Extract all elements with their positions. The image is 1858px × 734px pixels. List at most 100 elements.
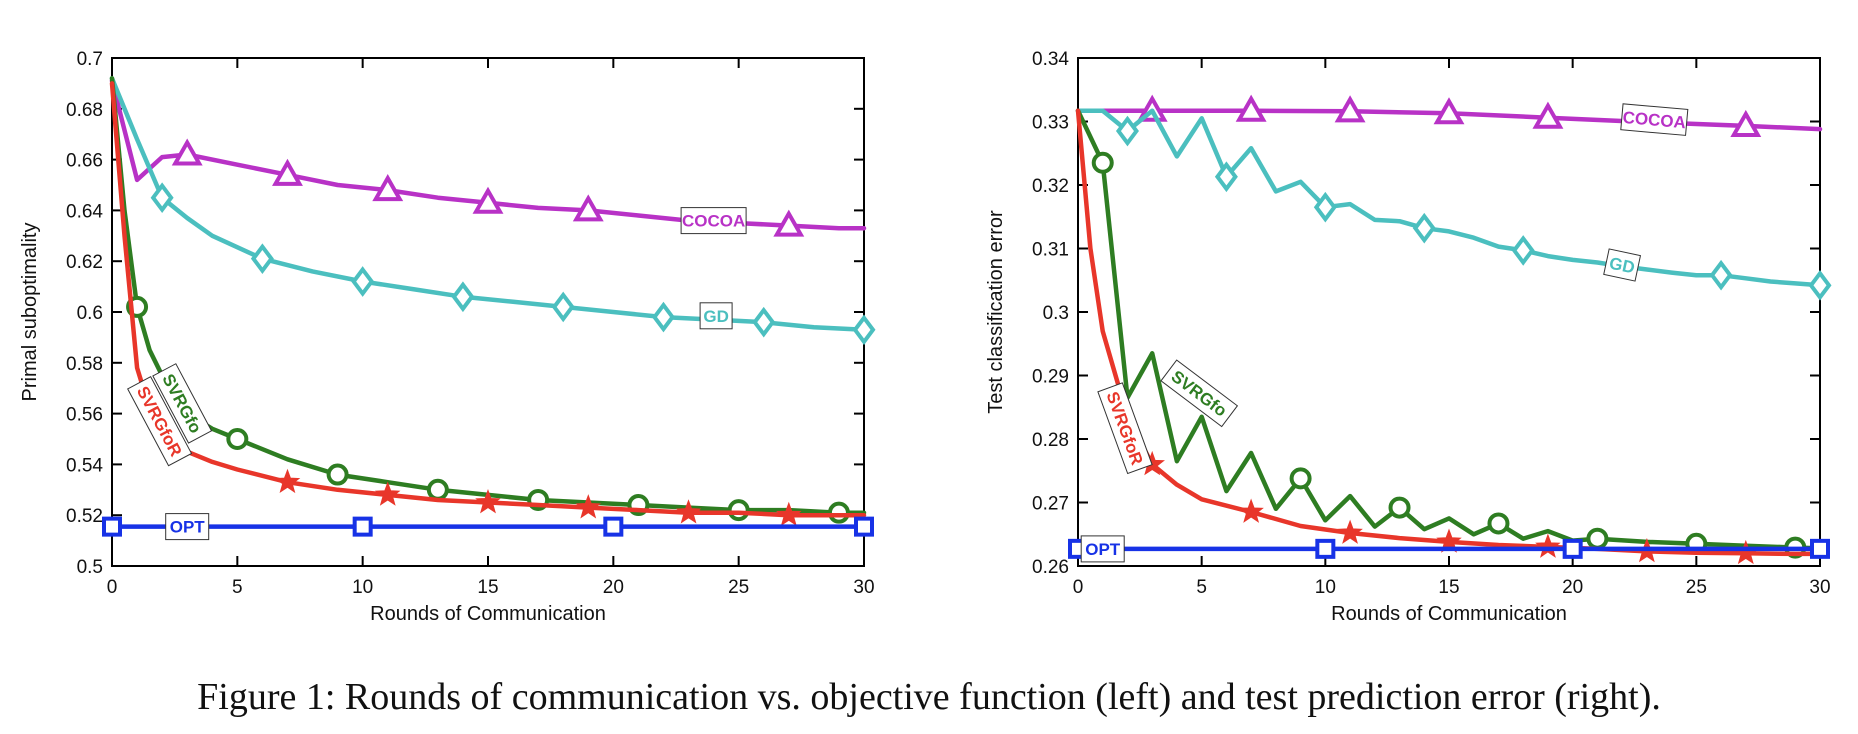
y-tick-label: 0.32	[1032, 176, 1069, 197]
x-tick-label: 5	[1196, 577, 1207, 598]
y-tick-label: 0.62	[66, 252, 103, 273]
cocoa-marker-triangle	[1433, 97, 1465, 125]
y-tick-label: 0.6	[77, 303, 103, 324]
label-text: OPT	[1085, 540, 1121, 559]
gd-marker-diamond	[1214, 161, 1238, 193]
x-tick-label: 15	[1438, 577, 1459, 598]
cocoa-marker-triangle	[773, 209, 805, 237]
label-gd: GD	[699, 302, 733, 330]
label-box	[1160, 359, 1239, 428]
y-tick-label: 0.58	[66, 354, 103, 375]
y-tick-label: 0.56	[66, 405, 103, 426]
series-svrgfor	[1075, 108, 1823, 565]
gd-marker-diamond	[150, 182, 174, 214]
label-cocoa: COCOA	[1620, 103, 1689, 136]
x-tick-label: 15	[477, 577, 498, 598]
x-tick-label: 30	[1809, 577, 1830, 598]
x-axis-title: Rounds of Communication	[370, 603, 606, 625]
label-box	[1603, 248, 1642, 282]
x-tick-label: 25	[728, 577, 749, 598]
opt-marker-square	[854, 516, 874, 537]
gd-marker-diamond	[752, 306, 776, 338]
gd-marker-diamond	[1115, 115, 1139, 147]
gd-marker-diamond	[1511, 235, 1535, 266]
svrgfo-marker-circle	[827, 501, 850, 524]
cocoa-marker-triangle	[1235, 94, 1267, 122]
y-tick-label: 0.5	[77, 557, 103, 578]
svrgfo-marker-circle	[1388, 496, 1411, 519]
y-axis-title: Primal suboptimality	[19, 223, 41, 402]
label-svrgfor: SVRGfoR	[1097, 382, 1153, 475]
gd-marker-diamond	[1808, 269, 1832, 301]
x-tick-label: 10	[1315, 577, 1336, 598]
label-text: SVRGfoR	[1103, 389, 1147, 467]
x-tick-label: 0	[107, 577, 118, 598]
series-gd	[1075, 108, 1832, 301]
x-tick-label: 30	[853, 577, 874, 598]
y-tick-label: 0.34	[1032, 49, 1069, 70]
y-tick-label: 0.31	[1032, 240, 1069, 261]
cocoa-marker-triangle	[272, 158, 303, 186]
label-box	[152, 363, 213, 444]
opt-marker-square	[102, 516, 122, 537]
opt-marker-square	[352, 516, 373, 537]
left-chart-panel: 0 5 10 15 20 25 30 0.5 0.52 0.54 0.56 0.58 0.6 0.62 0.…	[19, 49, 876, 625]
opt-marker-square	[1562, 538, 1583, 559]
svrgfor-marker-star	[575, 494, 602, 519]
gd-marker-diamond	[551, 291, 575, 323]
series-svrgfo	[1075, 108, 1823, 559]
y-tick-label: 0.33	[1032, 113, 1069, 134]
y-tick-label: 0.28	[1032, 430, 1069, 451]
gd-marker-diamond	[1313, 191, 1337, 223]
svrgfor-marker-star	[274, 468, 301, 494]
label-box	[699, 302, 733, 330]
svrgfor-marker-star	[1337, 519, 1363, 544]
svrgfo-marker-circle	[1586, 527, 1609, 550]
cocoa-marker-triangle	[472, 186, 504, 214]
label-box	[1097, 382, 1153, 475]
label-svrgfo: SVRGfo	[1160, 359, 1239, 428]
gd-marker-diamond	[852, 314, 876, 346]
y-tick-label: 0.54	[66, 455, 103, 476]
gd-line	[1075, 108, 1823, 288]
cocoa-marker-triangle	[1334, 95, 1366, 123]
gd-marker-diamond	[351, 266, 375, 297]
svrgfo-marker-circle	[727, 499, 750, 522]
label-box	[680, 207, 747, 235]
gd-marker-diamond	[451, 281, 475, 313]
y-tick-label: 0.27	[1032, 494, 1069, 515]
label-text: GD	[1608, 254, 1637, 278]
label-text: OPT	[170, 518, 206, 537]
y-tick-label: 0.7	[77, 49, 103, 70]
svrgfor-marker-star	[1535, 533, 1561, 558]
y-tick-label: 0.3	[1043, 303, 1069, 324]
x-axis-title: Rounds of Communication	[1331, 603, 1567, 625]
cocoa-marker-triangle	[1532, 101, 1564, 129]
svrgfo-line	[1075, 108, 1823, 551]
label-box	[1620, 103, 1689, 136]
x-tick-label: 25	[1686, 577, 1707, 598]
svrgfo-marker-circle	[1091, 151, 1114, 174]
x-tick-label: 20	[1562, 577, 1583, 598]
svrgfo-marker-circle	[326, 463, 349, 486]
y-tick-label: 0.68	[66, 100, 103, 121]
y-tick-label: 0.66	[66, 151, 103, 172]
cocoa-marker-triangle	[572, 194, 604, 222]
cocoa-marker-triangle	[1730, 109, 1762, 137]
svrgfo-marker-circle	[426, 478, 449, 501]
opt-marker-square	[603, 516, 624, 537]
y-tick-label: 0.26	[1032, 557, 1069, 578]
y-tick-label: 0.64	[66, 201, 103, 222]
svrgfor-marker-star	[374, 481, 401, 506]
x-tick-label: 10	[352, 577, 373, 598]
series-cocoa	[109, 78, 867, 237]
series-opt	[102, 516, 874, 537]
cocoa-marker-triangle	[171, 138, 203, 166]
label-box	[1080, 535, 1125, 563]
y-tick-label: 0.52	[66, 506, 103, 527]
label-opt: OPT	[165, 513, 210, 541]
y-tick-label: 0.29	[1032, 367, 1069, 388]
svrgfor-marker-star	[1238, 498, 1264, 523]
label-opt: OPT	[1080, 535, 1125, 563]
